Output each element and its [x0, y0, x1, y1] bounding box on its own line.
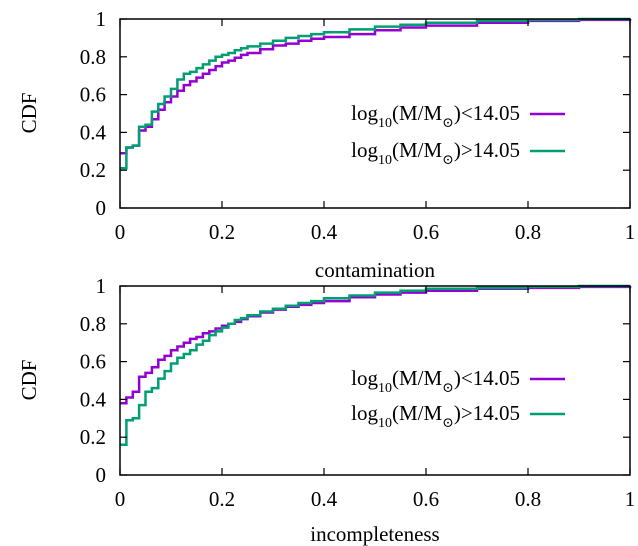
- legend-entry-high-mass: log10(M/M⊙)>14.05: [351, 401, 565, 431]
- y-tick-label: 0: [96, 463, 107, 487]
- x-tick-label: 0.8: [515, 487, 541, 511]
- legend: log10(M/M⊙)<14.05 log10(M/M⊙)>14.05: [351, 101, 565, 168]
- y-axis-label: CDF: [17, 93, 41, 134]
- series-layer: [120, 284, 632, 447]
- y-tick-label: 0.2: [80, 425, 106, 449]
- x-tick-label: 0.4: [311, 220, 338, 244]
- legend-entry-low-mass: log10(M/M⊙)<14.05: [351, 366, 565, 396]
- x-tick-label: 0.6: [413, 220, 439, 244]
- x-tick-label: 0: [115, 487, 126, 511]
- y-tick-label: 0.6: [80, 83, 106, 107]
- legend-label-high-mass: log10(M/M⊙)>14.05: [351, 401, 520, 431]
- x-tick-label: 1: [625, 487, 636, 511]
- plot-frame: [119, 285, 631, 476]
- x-axis-label: incompleteness: [310, 522, 439, 546]
- series-line-high-mass: [120, 17, 630, 170]
- y-tick-label: 0.6: [80, 350, 106, 374]
- legend-label-high-mass: log10(M/M⊙)>14.05: [351, 138, 520, 168]
- x-tick-label: 1: [625, 220, 636, 244]
- x-tick-label: 0.2: [209, 487, 235, 511]
- x-axis-label: contamination: [315, 258, 436, 282]
- x-tick-label: 0: [115, 220, 126, 244]
- legend-label-low-mass: log10(M/M⊙)<14.05: [351, 101, 520, 131]
- y-tick-label: 0.4: [80, 120, 107, 144]
- y-tick-label: 1: [96, 274, 107, 298]
- y-tick-label: 0.2: [80, 158, 106, 182]
- tick-layer: 0 0.2 0.4 0.6 0.8 1 0 0.2 0.4 0.6 0.8 1: [80, 7, 636, 244]
- x-tick-label: 0.8: [515, 220, 541, 244]
- y-tick-label: 0.8: [80, 312, 106, 336]
- y-tick-label: 0: [96, 196, 107, 220]
- x-tick-label: 0.2: [209, 220, 235, 244]
- legend: log10(M/M⊙)<14.05 log10(M/M⊙)>14.05: [351, 366, 565, 431]
- legend-label-low-mass: log10(M/M⊙)<14.05: [351, 366, 520, 396]
- series-layer: [120, 17, 632, 170]
- legend-entry-high-mass: log10(M/M⊙)>14.05: [351, 138, 565, 168]
- y-tick-label: 0.8: [80, 45, 106, 69]
- top-panel: 0 0.2 0.4 0.6 0.8 1 0 0.2 0.4 0.6 0.8 1 CDF contami…: [17, 7, 635, 282]
- legend-entry-low-mass: log10(M/M⊙)<14.05: [351, 101, 565, 131]
- y-tick-label: 0.4: [80, 387, 107, 411]
- y-tick-label: 1: [96, 7, 107, 31]
- series-line-high-mass: [120, 284, 630, 447]
- bottom-panel: 0 0.2 0.4 0.6 0.8 1 0 0.2 0.4 0.6 0.8 1 CDF incompl…: [17, 274, 635, 546]
- y-axis-label: CDF: [17, 360, 41, 401]
- x-tick-label: 0.6: [413, 487, 439, 511]
- tick-layer: 0 0.2 0.4 0.6 0.8 1 0 0.2 0.4 0.6 0.8 1: [80, 274, 636, 511]
- series-line-low-mass: [120, 18, 632, 155]
- x-tick-label: 0.4: [311, 487, 338, 511]
- plot-frame: [119, 18, 631, 209]
